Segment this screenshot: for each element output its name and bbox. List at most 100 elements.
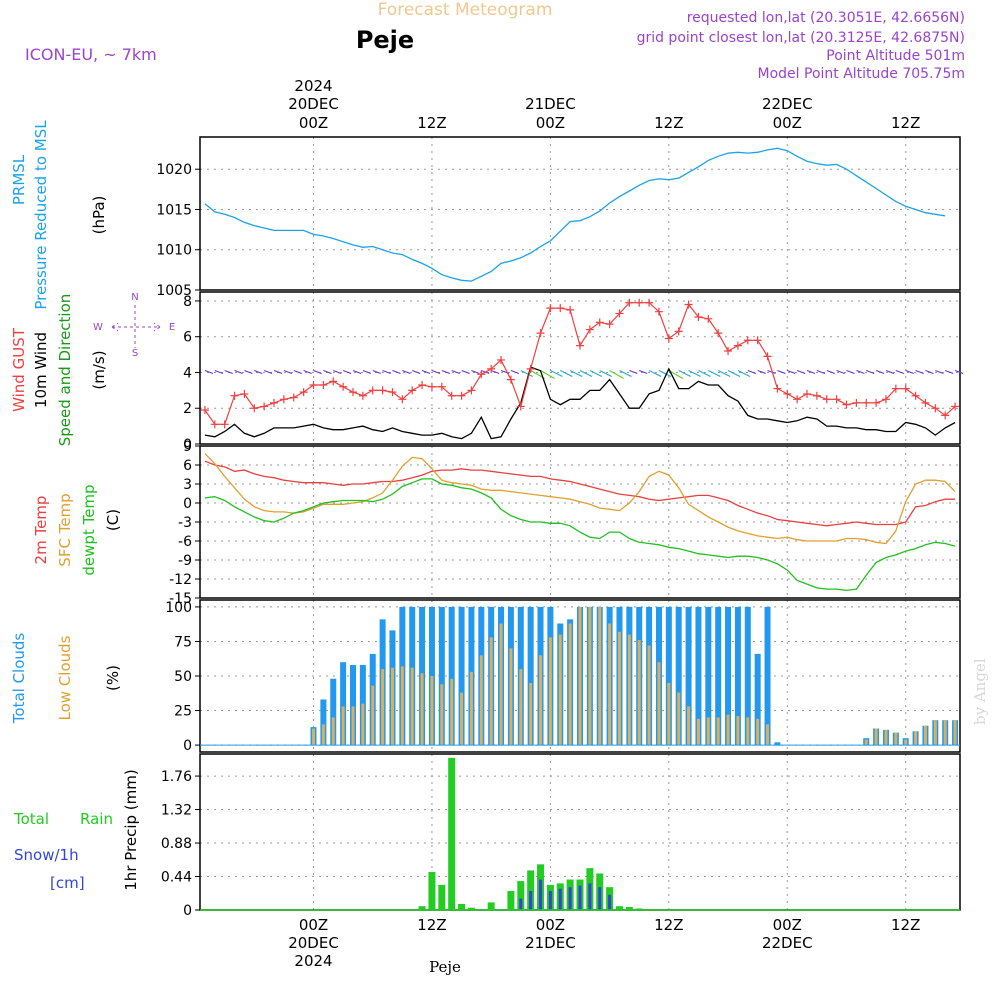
y-tick-label: -12 <box>169 572 192 588</box>
panel-frame <box>199 136 961 291</box>
wind-direction-arrow <box>323 369 332 374</box>
rain-bar <box>448 757 456 910</box>
wind-gust-marker <box>388 388 397 397</box>
rain-bar <box>615 906 623 910</box>
bottom-hour-label: 12Z <box>654 916 683 934</box>
axis-label: Pressure Reduced to MSL <box>32 120 50 310</box>
low-cloud-bar <box>499 623 503 746</box>
y-tick-label: 4 <box>183 365 192 381</box>
wind-gust-marker <box>279 395 288 404</box>
low-cloud-bar <box>509 648 513 746</box>
total-cloud-bar <box>715 606 722 746</box>
low-cloud-bar <box>529 682 533 746</box>
rain-bar <box>418 906 426 910</box>
y-tick-label: 0 <box>183 738 192 754</box>
low-cloud-bar <box>746 717 750 746</box>
y-tick-label: 1005 <box>156 283 192 299</box>
wind-gust-marker <box>210 420 219 429</box>
axis-label: Low Clouds <box>56 635 74 720</box>
low-cloud-bar <box>371 685 375 746</box>
low-cloud-bar <box>558 634 562 746</box>
wind-direction-arrow <box>313 369 322 374</box>
wind-direction-arrow <box>935 369 944 374</box>
wind-direction-arrow <box>905 369 914 374</box>
y-tick-label: 1.32 <box>161 803 192 819</box>
y-tick-label: 100 <box>165 600 192 616</box>
wind-gust-marker <box>576 341 584 350</box>
y-tick-label: 1010 <box>156 243 192 259</box>
wind-direction-arrow <box>520 369 534 377</box>
wind-gust-marker <box>585 325 594 334</box>
wind-direction-arrow <box>787 369 796 374</box>
wind-gust-marker <box>664 334 673 343</box>
low-cloud-bar <box>608 623 612 746</box>
wind-direction-arrow <box>550 369 563 377</box>
wind-direction-arrow <box>263 369 273 374</box>
low-cloud-bar <box>726 714 730 746</box>
axis-label: Speed and Direction <box>56 294 74 447</box>
low-cloud-bar <box>519 669 523 746</box>
wind-direction-arrow <box>698 369 711 377</box>
rain-bar <box>458 903 466 910</box>
wind-direction-arrow <box>244 369 253 374</box>
wind-gust-line <box>204 302 956 425</box>
wind-direction-arrow <box>599 369 612 377</box>
wind-direction-arrow <box>866 369 875 374</box>
total-cloud-bar <box>675 606 682 746</box>
top-day-label: 21DEC <box>525 95 576 113</box>
wind-gust-marker <box>398 395 407 404</box>
total-cloud-bar <box>705 606 712 746</box>
axis-label: (m/s) <box>90 350 108 389</box>
wind-gust-marker <box>368 386 377 395</box>
total-label: Total <box>13 810 49 828</box>
wind-gust-marker <box>645 298 654 307</box>
wind-gust-marker <box>714 329 723 338</box>
wind-gust-marker <box>872 398 881 407</box>
low-cloud-bar <box>420 673 424 746</box>
bottom-hour-label: 00Z <box>773 916 802 934</box>
wind-gust-marker <box>477 370 486 379</box>
top-day-label: 22DEC <box>762 95 813 113</box>
wind-direction-arrow <box>273 369 283 374</box>
wind-gust-marker <box>753 336 762 345</box>
wind-direction-arrow <box>925 369 934 374</box>
chart-title: Forecast Meteogram <box>378 0 553 20</box>
total-cloud-bar <box>695 606 702 746</box>
cloud-labels: Total Clouds Low Clouds (%) <box>10 633 122 725</box>
low-cloud-bar <box>341 706 345 746</box>
rain-label: Rain <box>80 810 113 828</box>
wind-direction-arrow <box>589 369 603 377</box>
rain-bar <box>507 890 515 910</box>
y-tick-label: 1020 <box>156 162 192 178</box>
bottom-year-label: 2024 <box>294 952 332 970</box>
total-cloud-bar <box>744 606 751 746</box>
wind-gust-marker <box>329 377 338 386</box>
wind-gust-marker <box>319 380 328 389</box>
y-tick-label: 3 <box>183 477 192 493</box>
wind-gust-marker <box>378 386 387 395</box>
wind-gust-marker <box>260 402 269 411</box>
rain-bar <box>517 881 525 910</box>
wind-direction-arrow <box>352 369 362 374</box>
y-tick-label: 0.44 <box>161 870 192 886</box>
compass-cross <box>111 305 161 348</box>
rain-bar <box>527 870 535 910</box>
wind-direction-arrow <box>668 369 684 379</box>
rain-bar <box>625 906 633 910</box>
panel-frame <box>199 599 961 753</box>
low-cloud-bar <box>598 606 602 746</box>
low-cloud-bar <box>667 682 671 746</box>
low-cloud-bar <box>637 640 641 746</box>
wind-gust-marker <box>230 391 239 400</box>
wind-direction-arrow <box>954 369 964 374</box>
wind-direction-arrow <box>471 369 480 374</box>
rain-bar <box>635 908 643 910</box>
wind-gust-marker <box>595 318 604 327</box>
top-hour-label: 00Z <box>536 114 565 132</box>
wind-direction-arrow <box>579 369 593 377</box>
wind-gust-marker <box>418 380 427 389</box>
wind-gust-marker <box>270 398 279 407</box>
wind-gust-marker <box>783 389 792 398</box>
bottom-hour-label: 12Z <box>417 916 446 934</box>
